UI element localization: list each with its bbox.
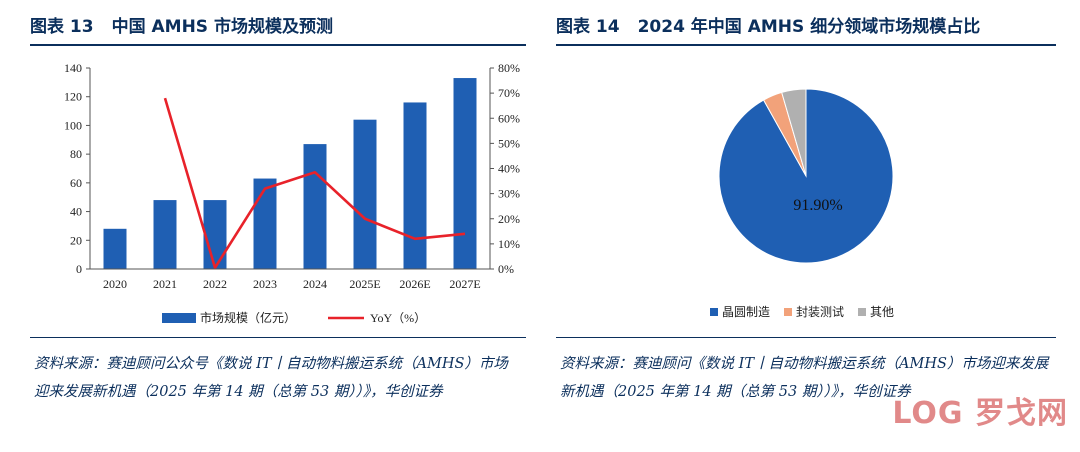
bar-market-size: [353, 119, 377, 269]
bar-market-size: [403, 102, 427, 269]
y-right-tick-label: 60%: [498, 111, 520, 125]
y-left-tick-label: 40: [70, 205, 82, 219]
bar-market-size: [303, 144, 327, 269]
x-tick-label: 2022: [203, 277, 227, 291]
legend-label-bar: 市场规模（亿元）: [200, 310, 296, 325]
legend-swatch: [710, 308, 718, 316]
bar-market-size: [153, 200, 177, 269]
pie-slice: [781, 88, 807, 177]
y-left-tick-label: 20: [70, 233, 82, 247]
x-tick-label: 2020: [103, 277, 127, 291]
legend-label: 封装测试: [796, 304, 844, 319]
y-left-tick-label: 120: [64, 90, 82, 104]
y-left-tick-label: 140: [64, 61, 82, 75]
figure-14-bottom-rule: [556, 337, 1056, 338]
amhs-market-size-chart: 0 20 40 60 80 100 120 140 0% 10% 20% 30% 40% 50% 60% 70…: [64, 61, 520, 325]
y-right-tick-label: 30%: [498, 187, 520, 201]
figure-13-top-rule: [30, 44, 526, 46]
pie-data-label: 91.90%: [793, 197, 842, 214]
x-tick-label: 2024: [303, 277, 327, 291]
figure-14-source: 资料来源：赛迪顾问《数说 IT丨自动物料搬运系统（AMHS）市场迎来发展新机遇（…: [560, 356, 1049, 400]
figure-13-title: 图表 13 中国 AMHS 市场规模及预测: [30, 14, 333, 40]
y-right-tick-label: 10%: [498, 237, 520, 251]
y-right-tick-label: 50%: [498, 136, 520, 150]
y-right-tick-label: 80%: [498, 61, 520, 75]
figure-13-bottom-rule: [30, 337, 526, 338]
bar-market-size: [253, 178, 277, 269]
yoy-line: [163, 97, 466, 270]
figure-14-number: 图表 14: [556, 17, 620, 37]
figure-13-source: 资料来源：赛迪顾问公众号《数说 IT丨自动物料搬运系统（AMHS）市场迎来发展新…: [34, 356, 508, 400]
y-left-tick-label: 0: [76, 262, 82, 276]
figure-14-title-text: 2024 年中国 AMHS 细分领域市场规模占比: [637, 17, 981, 37]
y-left-tick-label: 100: [64, 118, 82, 132]
y-left-tick-label: 80: [70, 147, 82, 161]
figure-13-title-text: 中国 AMHS 市场规模及预测: [111, 17, 333, 37]
x-tick-label: 2023: [253, 277, 277, 291]
y-right-tick-label: 40%: [498, 162, 520, 176]
bar-market-size: [453, 78, 477, 269]
legend-swatch: [784, 308, 792, 316]
watermark-logo: LOG 罗戈网: [892, 396, 1068, 431]
x-tick-label: 2027E: [449, 277, 480, 291]
y-right-tick-label: 0%: [498, 262, 514, 276]
legend-label: 晶圆制造: [722, 305, 770, 319]
legend-swatch: [858, 308, 866, 316]
legend-label-line: YoY（%）: [370, 311, 426, 325]
bar-market-size: [203, 200, 227, 269]
x-tick-label: 2026E: [399, 277, 430, 291]
bar-market-size: [103, 228, 127, 269]
x-tick-label: 2021: [153, 277, 177, 291]
legend-label: 其他: [870, 305, 894, 319]
y-right-tick-label: 20%: [498, 212, 520, 226]
y-left-tick-label: 60: [70, 176, 82, 190]
x-tick-label: 2025E: [349, 277, 380, 291]
figure-14-top-rule: [556, 44, 1056, 46]
legend-swatch-bar: [162, 313, 196, 323]
y-right-tick-label: 70%: [498, 86, 520, 100]
amhs-segment-share-pie: 91.90% 晶圆制造 封装测试 其他: [710, 88, 894, 319]
figure-13-number: 图表 13: [30, 17, 94, 37]
figure-14-title: 图表 14 2024 年中国 AMHS 细分领域市场规模占比: [556, 14, 980, 40]
